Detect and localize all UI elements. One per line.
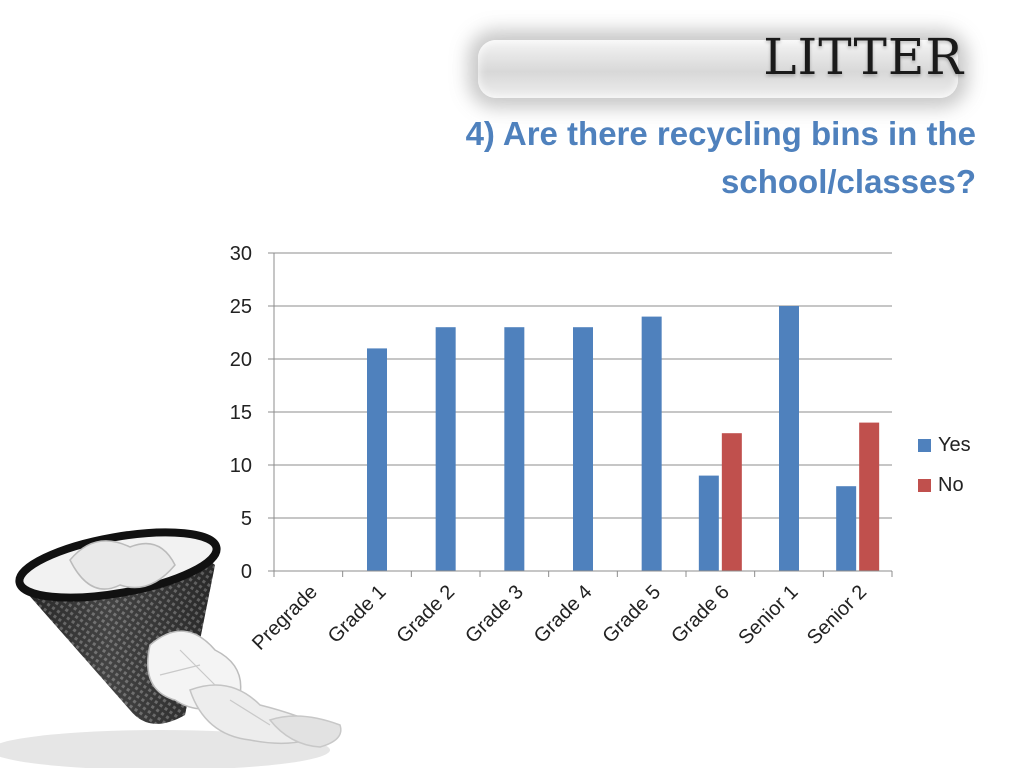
question-text: 4) Are there recycling bins in the schoo… <box>465 115 976 200</box>
bar-yes-senior-2 <box>836 486 857 571</box>
y-tick-label: 15 <box>230 402 252 424</box>
y-axis-ticks: 0 5 10 15 20 25 30 <box>230 243 274 583</box>
bar-yes-grade-1 <box>367 348 387 571</box>
bar-yes-grade-3 <box>504 327 525 571</box>
y-tick-label: 25 <box>230 296 252 318</box>
y-tick-label: 30 <box>230 243 252 265</box>
legend: Yes No <box>918 425 971 505</box>
legend-label-yes: Yes <box>938 433 971 456</box>
slide-title: LITTER <box>763 28 964 86</box>
bar-yes-grade-5 <box>641 316 662 571</box>
x-tick-label: Senior 1 <box>734 581 802 649</box>
x-tick-label: Grade 2 <box>393 581 460 648</box>
legend-swatch-no <box>918 478 931 492</box>
y-tick-label: 5 <box>241 508 252 530</box>
bars <box>367 306 880 571</box>
y-tick-label: 10 <box>230 455 252 477</box>
bar-yes-grade-4 <box>573 327 593 571</box>
legend-item-no: No <box>918 465 971 505</box>
bar-yes-grade-6 <box>698 475 719 571</box>
bar-yes-senior-1 <box>779 306 799 571</box>
y-tick-label: 20 <box>230 349 252 371</box>
bar-no-senior-2 <box>859 422 880 571</box>
wastebasket-illustration <box>0 528 342 768</box>
x-tick-label: Senior 2 <box>803 581 871 649</box>
axes <box>273 253 892 572</box>
x-tick-label: Grade 5 <box>599 581 666 648</box>
legend-label-no: No <box>938 473 964 496</box>
bar-yes-grade-2 <box>435 327 456 571</box>
title-banner <box>478 40 958 98</box>
legend-item-yes: Yes <box>918 425 971 465</box>
x-tick-label: Grade 4 <box>530 581 597 648</box>
x-tick-label: Grade 3 <box>461 581 528 648</box>
y-tick-label: 0 <box>241 561 252 583</box>
bar-no-grade-6 <box>721 433 742 571</box>
x-tick-label: Grade 6 <box>667 581 734 648</box>
legend-swatch-yes <box>918 438 931 452</box>
